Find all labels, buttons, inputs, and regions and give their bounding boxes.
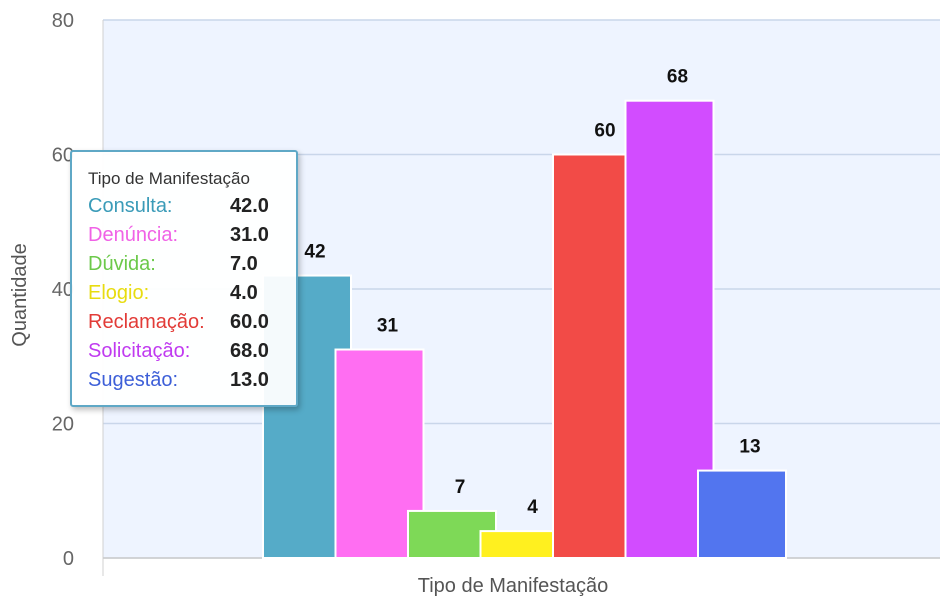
tooltip-row-sugestao: Sugestão: 13.0 [88,366,296,395]
tooltip-row-elogio: Elogio: 4.0 [88,279,296,308]
tooltip-series-name: Sugestão: [88,369,179,391]
data-label-solicitacao: 68 [667,67,688,88]
tooltip-series-value: 60.0 [230,311,269,333]
tooltip-series-value: 13.0 [230,369,269,391]
x-axis-title: Tipo de Manifestação [418,575,608,597]
tooltip-row-denuncia: Denúncia: 31.0 [88,221,296,250]
y-tick-label: 40 [52,279,74,301]
y-tick-label: 0 [63,548,74,570]
y-tick-label: 60 [52,145,74,167]
tooltip-series-name: Consulta: [88,195,173,217]
data-label-sugestao: 13 [739,437,760,458]
tooltip-row-reclamacao: Reclamação: 60.0 [88,308,296,337]
y-tick-label: 20 [52,414,74,436]
tooltip-row-duvida: Dúvida: 7.0 [88,250,296,279]
tooltip-header: Tipo de Manifestação [88,169,250,188]
hover-tooltip: Tipo de Manifestação Consulta: 42.0 Denúnc… [70,150,298,407]
data-label-reclamacao: 60 [594,121,615,142]
tooltip-series-name: Reclamação: [88,311,205,333]
tooltip-series-value: 4.0 [230,282,258,304]
tooltip-series-value: 42.0 [230,195,269,217]
data-label-duvida: 7 [455,477,466,498]
tooltip-row-consulta: Consulta: 42.0 [88,192,296,221]
tooltip-series-value: 31.0 [230,224,269,246]
tooltip-series-name: Solicitação: [88,340,191,362]
tooltip-series-name: Dúvida: [88,253,156,275]
tooltip-series-value: 68.0 [230,340,269,362]
data-label-elogio: 4 [527,497,538,518]
data-label-denuncia: 31 [377,316,399,337]
tooltip-series-value: 7.0 [230,253,258,275]
data-labels: 42 31 7 4 60 68 13 [304,67,760,518]
tooltip-rows: Consulta: 42.0 Denúncia: 31.0 Dúvida: 7.0 Elog… [88,192,296,395]
data-label-consulta: 42 [304,242,325,263]
bar-sugestao [697,469,787,560]
y-tick-label: 80 [52,10,74,32]
y-axis-title: Quantidade [9,243,31,346]
tooltip-series-name: Denúncia: [88,224,179,246]
tooltip-row-solicitacao: Solicitação: 68.0 [88,337,296,366]
tooltip-series-name: Elogio: [88,282,150,304]
bars [262,99,787,560]
y-axis: 0 20 40 60 80 [52,10,74,570]
